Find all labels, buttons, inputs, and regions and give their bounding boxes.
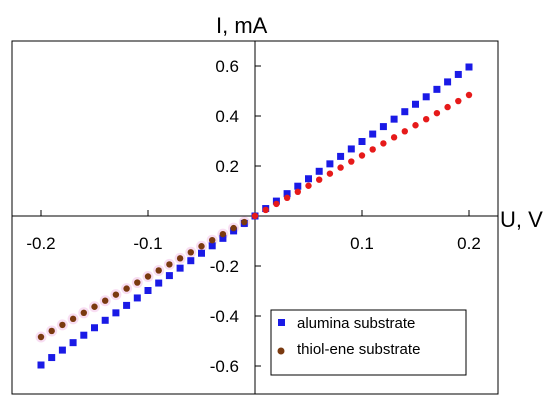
y-tick-label: 0.2 [215,157,239,176]
thiol-ene-point [134,279,141,286]
thiol-ene-point [37,333,45,341]
alumina-point [326,160,334,168]
alumina-point [379,123,387,131]
alumina-point [112,309,120,317]
alumina-point [133,294,141,302]
alumina-point [358,138,366,145]
alumina-point [412,100,419,108]
alumina-point [69,339,77,347]
x-tick-label: 0.2 [457,234,481,253]
thiol-ene-point [59,321,66,329]
legend-box [270,309,467,376]
thiol-ene-point [166,261,173,268]
thiol-ene-point [209,237,216,244]
y-tick-label: 0.6 [215,57,239,76]
alumina-point [401,108,409,116]
thiol-ene-point [251,212,259,220]
alumina-point [465,63,473,71]
alumina-point [315,167,323,175]
alumina-point [165,272,173,280]
alumina-point [454,70,462,78]
thiol-ene-point [91,303,98,310]
alumina-point [347,145,355,153]
alumina-point [390,115,398,123]
thiol-ene-point [316,176,323,183]
alumina-point [433,85,441,93]
thiol-ene-point [390,134,398,141]
thiol-ene-point [144,273,152,280]
alumina-point [337,152,345,160]
thiol-ene-point [198,243,205,250]
thiol-ene-point [230,224,237,232]
alumina-point [422,93,430,101]
legend-marker-thiol-ene [277,347,285,355]
thiol-ene-point [326,170,334,177]
y-tick-label: 0.4 [215,107,239,126]
y-tick-label: -0.6 [210,357,239,376]
thiol-ene-point [465,91,473,99]
thiol-ene-point [337,164,344,171]
alumina-point [444,78,452,86]
x-tick-label: 0.1 [350,234,374,253]
thiol-ene-point [455,97,462,105]
alumina-point [155,279,163,287]
alumina-point [101,316,109,324]
alumina-point [294,182,302,190]
legend: alumina substrate thiol-ene substrate [270,309,467,376]
legend-marker-alumina [278,319,285,326]
thiol-ene-point [80,309,88,316]
thiol-ene-point [48,327,55,335]
thiol-ene-point [262,206,269,214]
thiol-ene-point [155,267,162,274]
series-layer [35,63,473,369]
alumina-point [305,175,312,183]
alumina-point [144,287,152,294]
thiol-ene-point [305,182,312,189]
legend-label-alumina: alumina substrate [297,315,415,332]
alumina-point [208,242,216,250]
alumina-point [198,249,205,257]
thiol-ene-point [112,291,120,298]
series-thiol-ene [37,91,473,341]
thiol-ene-point [294,188,301,195]
thiol-ene-point [348,158,355,165]
ticks: -0.2 -0.1 0.1 0.2 -0.6 -0.4 -0.2 0.2 0.4 0.6 [26,57,480,376]
thiol-ene-point [401,128,408,135]
y-axis-title: I, mA [216,13,268,38]
alumina-point [369,130,377,138]
alumina-point [219,234,227,242]
thiol-ene-point [273,200,280,208]
thiol-ene-point [380,140,387,147]
thiol-ene-point [358,152,366,159]
thiol-ene-point [241,218,248,226]
thiol-ene-point [433,109,441,117]
y-tick-label: -0.4 [210,307,239,326]
alumina-point [283,190,291,198]
alumina-point [187,257,195,265]
alumina-point [176,264,184,272]
alumina-point [80,331,88,339]
alumina-point [48,354,56,362]
x-axis-title: U, V [500,207,543,232]
thiol-ene-point [102,297,109,304]
legend-label-thiol-ene: thiol-ene substrate [297,341,420,358]
thiol-ene-point [187,249,194,256]
thiol-ene-point [283,194,291,202]
alumina-point [58,346,66,354]
thiol-ene-point [369,146,376,153]
alumina-point [91,324,98,332]
thiol-ene-point [412,122,419,129]
thiol-ene-point [123,285,130,292]
x-tick-label: -0.2 [26,234,55,253]
thiol-ene-point [69,315,77,323]
alumina-point [123,301,131,309]
thiol-ene-point [176,255,184,262]
thiol-ene-point [219,230,227,238]
alumina-point [37,361,45,369]
thiol-ene-point [423,116,430,123]
x-tick-label: -0.1 [133,234,162,253]
thiol-ene-point [444,103,451,111]
y-tick-label: -0.2 [210,257,239,276]
